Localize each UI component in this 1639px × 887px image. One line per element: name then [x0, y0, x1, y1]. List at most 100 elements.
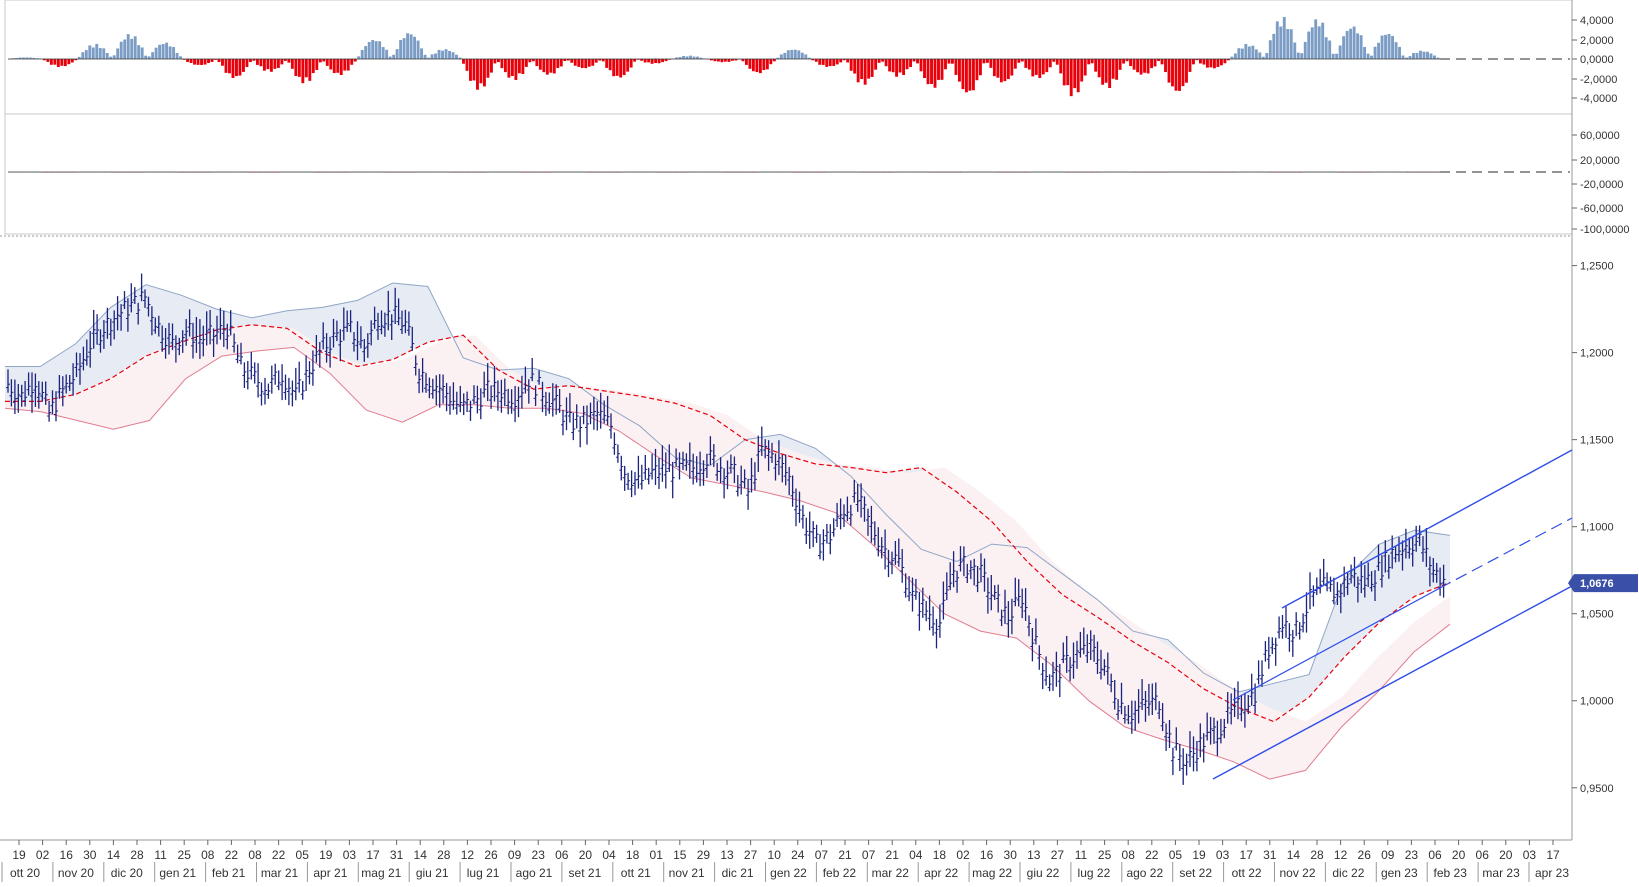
- osc1-bar: [493, 59, 497, 64]
- osc1-bar: [140, 47, 144, 59]
- osc1-bar: [682, 55, 685, 59]
- lower-band-fill: [5, 324, 1450, 780]
- osc1-bar: [1415, 52, 1419, 59]
- osc1-bar: [1118, 59, 1122, 70]
- oscillator-2-frame: [4, 113, 1573, 235]
- osc1-bar: [200, 59, 203, 65]
- osc1-bar: [1087, 59, 1091, 65]
- osc1-bar: [566, 59, 570, 61]
- osc1-bar: [102, 48, 106, 59]
- x-tick-label: 25: [1098, 848, 1112, 862]
- osc1-bar: [647, 59, 651, 63]
- osc1-bar: [1045, 59, 1049, 73]
- osc1-bar: [1216, 59, 1220, 68]
- osc1-bar: [489, 59, 493, 73]
- osc1-bar: [1069, 59, 1073, 97]
- osc1-bar: [650, 59, 654, 64]
- osc1-bar: [343, 59, 347, 71]
- osc1-bar: [741, 59, 745, 62]
- upper-band-fill: [5, 283, 1450, 722]
- osc1-bar: [297, 59, 301, 77]
- osc1-bar: [374, 41, 378, 59]
- x-month-label: ago 21: [516, 866, 553, 880]
- x-tick-label: 13: [1027, 848, 1041, 862]
- x-tick-label: 28: [1310, 848, 1324, 862]
- x-tick-label: 28: [437, 848, 451, 862]
- osc1-bar: [1080, 59, 1084, 82]
- osc1-bar: [224, 59, 228, 73]
- channel-mid-projection: [1439, 517, 1573, 589]
- osc1-bar: [378, 41, 382, 59]
- osc1-bar: [1083, 59, 1087, 76]
- osc1-bar: [1171, 59, 1174, 87]
- x-tick-label: 06: [1476, 848, 1490, 862]
- osc1-bar: [961, 59, 965, 90]
- osc1-bar: [545, 59, 549, 75]
- osc1-bar: [1223, 59, 1227, 64]
- osc1-bar: [577, 59, 581, 67]
- osc1-bar: [965, 59, 968, 93]
- osc1-bar: [1226, 59, 1230, 61]
- osc1-bar: [95, 43, 99, 59]
- osc1-bar: [730, 59, 734, 61]
- osc1-bar: [186, 59, 190, 62]
- x-tick-label: 01: [650, 848, 664, 862]
- osc1-bar: [556, 59, 560, 69]
- osc1-bar: [549, 59, 553, 73]
- x-tick-label: 22: [272, 848, 286, 862]
- x-tick-label: 21: [838, 848, 852, 862]
- osc1-bar: [1419, 50, 1422, 59]
- osc1-bar: [528, 59, 532, 63]
- x-month-label: ott 22: [1232, 866, 1262, 880]
- osc1-bar: [301, 59, 305, 84]
- x-tick-label: 03: [1523, 848, 1537, 862]
- osc1-bar: [800, 52, 804, 59]
- osc1-bar: [594, 59, 598, 63]
- x-tick-label: 22: [1145, 848, 1159, 862]
- x-tick-label: 27: [1051, 848, 1065, 862]
- osc1-bar: [626, 59, 630, 72]
- osc1-bar: [329, 59, 333, 70]
- osc1-bar: [1279, 26, 1283, 59]
- osc1-bar: [689, 55, 692, 59]
- x-tick-label: 17: [1546, 848, 1560, 862]
- osc1-bar: [888, 59, 892, 72]
- osc1-bar: [1282, 17, 1286, 60]
- osc1-bar: [1185, 59, 1188, 83]
- osc1-bar: [308, 59, 312, 81]
- osc1-bar: [867, 59, 871, 79]
- osc1-bar: [486, 59, 490, 78]
- osc1-bar: [1031, 59, 1035, 77]
- osc1-bar: [1265, 53, 1269, 59]
- osc1-bar: [1324, 37, 1328, 59]
- osc1-bar: [406, 33, 410, 59]
- osc1-bar: [507, 59, 511, 78]
- osc1-bar: [849, 59, 853, 71]
- osc1-bar: [1394, 42, 1398, 59]
- x-month-label: set 21: [569, 866, 602, 880]
- osc1-bar: [1178, 59, 1181, 91]
- osc1-bar: [902, 59, 906, 76]
- osc1-bar: [629, 59, 633, 68]
- price-tick-label: 1,2000: [1580, 348, 1614, 360]
- osc1-bar: [783, 52, 787, 59]
- osc1-bar: [1352, 26, 1356, 59]
- osc1-bar: [1073, 59, 1077, 89]
- osc1-bar: [458, 57, 462, 59]
- x-tick-label: 14: [107, 848, 121, 862]
- x-tick-label: 29: [697, 848, 711, 862]
- osc1-bar: [448, 50, 451, 59]
- osc1-bar: [860, 59, 864, 80]
- osc1-bar: [510, 59, 514, 77]
- osc1-tick-label: -2,0000: [1580, 74, 1617, 86]
- x-tick-label: 19: [12, 848, 26, 862]
- osc1-bar: [751, 59, 755, 72]
- osc1-bar: [112, 55, 116, 59]
- osc1-bar: [465, 59, 469, 71]
- osc1-bar: [1010, 59, 1014, 76]
- osc1-bar: [249, 59, 252, 62]
- osc1-bar: [252, 59, 256, 61]
- osc1-bar: [273, 59, 277, 69]
